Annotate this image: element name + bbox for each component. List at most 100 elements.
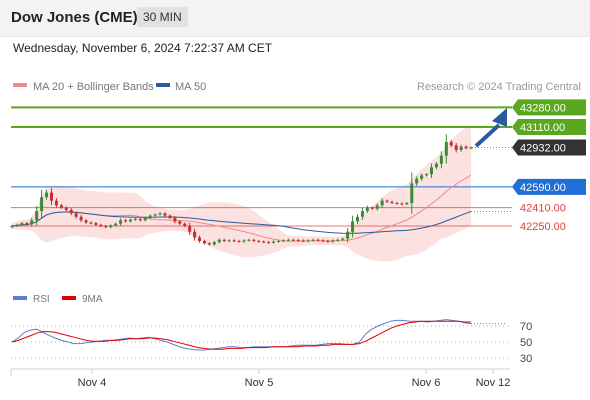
level-label-box-resistance [512, 99, 586, 116]
level-lines [11, 106, 512, 227]
candle-body [119, 220, 123, 224]
candle-body [59, 205, 63, 208]
candle-body [168, 215, 172, 218]
candle-body [247, 239, 251, 241]
candle-body [35, 211, 39, 221]
candle-body [326, 240, 330, 242]
candle-body [124, 220, 128, 222]
candle-body [143, 217, 147, 221]
candle-body [202, 240, 206, 244]
x-tick-label: Nov 6 [412, 377, 441, 389]
ma9-legend-swatch [62, 296, 76, 300]
candle-body [173, 217, 177, 222]
candle-body [415, 178, 419, 184]
candle-body [449, 141, 453, 146]
candle-body [375, 205, 379, 209]
candle-body [40, 197, 44, 212]
candle-body [212, 242, 216, 245]
candle-body [331, 240, 335, 242]
candle-body [410, 183, 414, 203]
candle-body [281, 240, 285, 242]
candle-body [459, 146, 463, 151]
candle-body [79, 216, 83, 221]
level-label-box-last [512, 139, 586, 156]
candle-body [420, 175, 424, 179]
candle-body [336, 239, 340, 241]
candle-body [158, 213, 162, 215]
candle-body [306, 240, 310, 242]
ma50-line [11, 211, 472, 234]
rsi-tick-label: 70 [520, 321, 532, 333]
candle-body [193, 231, 197, 238]
x-tick-label: Nov 4 [78, 377, 107, 389]
candle-body [425, 174, 429, 176]
candle-body [321, 240, 325, 242]
candle-body [74, 213, 78, 217]
level-label-box-pivot [512, 178, 586, 195]
candle-body [84, 220, 88, 223]
x-tick-label: Nov 5 [245, 377, 274, 389]
rsi-layer: 70 50 30 [11, 319, 532, 365]
level-label-box-resistance [512, 119, 586, 135]
candle-body [286, 239, 290, 241]
candle-body [30, 220, 34, 225]
level-label-resistance: 43280.00 [520, 102, 566, 114]
x-axis: Nov 4 Nov 5 Nov 6 Nov 12 [78, 369, 510, 389]
candle-body [434, 163, 438, 168]
watermark: Research © 2024 Trading Central [417, 81, 581, 93]
candle-body [296, 240, 300, 242]
candle-body [242, 240, 246, 242]
candle-body [64, 207, 68, 210]
rsi-line [11, 319, 472, 351]
candle-body [346, 231, 350, 239]
candle-body [262, 241, 266, 243]
candle-body [311, 239, 315, 241]
chart-title: Dow Jones (CME) [11, 9, 138, 26]
candle-body [138, 219, 142, 221]
candle-body [188, 226, 192, 232]
candle-body [227, 240, 231, 242]
candle-body [400, 203, 404, 205]
candle-body [355, 216, 359, 222]
candle-body [232, 240, 236, 242]
ma9-legend-label: 9MA [82, 294, 103, 305]
candle-body [178, 221, 182, 224]
level-label-pivot: 42590.00 [520, 182, 566, 194]
level-label-support: 42250.00 [520, 221, 566, 233]
moving-average-layer [11, 174, 512, 242]
candle-body [217, 239, 221, 243]
ma50-legend-label: MA 50 [175, 81, 206, 93]
level-label-resistance: 43110.00 [520, 122, 565, 134]
candle-body [133, 219, 137, 221]
candle-body [267, 242, 271, 244]
rsi-legend-swatch [13, 296, 27, 300]
timeframe-badge[interactable]: 30 MIN [137, 7, 188, 27]
timestamp: Wednesday, November 6, 2024 7:22:37 AM C… [13, 41, 273, 55]
candle-body [25, 223, 29, 225]
candle-body [89, 222, 93, 224]
candle-body [301, 240, 305, 242]
candle-body [257, 240, 261, 242]
candle-body [237, 240, 241, 242]
candle-layer [10, 134, 473, 246]
candle-body [351, 221, 355, 232]
candle-body [153, 214, 157, 216]
candle-body [370, 207, 374, 209]
candle-body [341, 238, 345, 240]
candle-body [99, 224, 103, 226]
candle-body [272, 241, 276, 243]
candle-body [69, 209, 73, 214]
candle-body [49, 192, 53, 201]
candle-body [207, 243, 211, 245]
rsi-tick-label: 50 [520, 337, 532, 349]
ma-bb-legend-swatch [13, 83, 27, 87]
candle-body [365, 207, 369, 212]
candle-body [109, 225, 113, 228]
rsi-legend-label: RSI [33, 294, 50, 305]
candle-body [469, 147, 473, 149]
candle-body [405, 202, 409, 205]
chart-header: Dow Jones (CME) 30 MIN [0, 0, 590, 37]
candle-body [395, 202, 399, 204]
bollinger-band [12, 125, 471, 262]
